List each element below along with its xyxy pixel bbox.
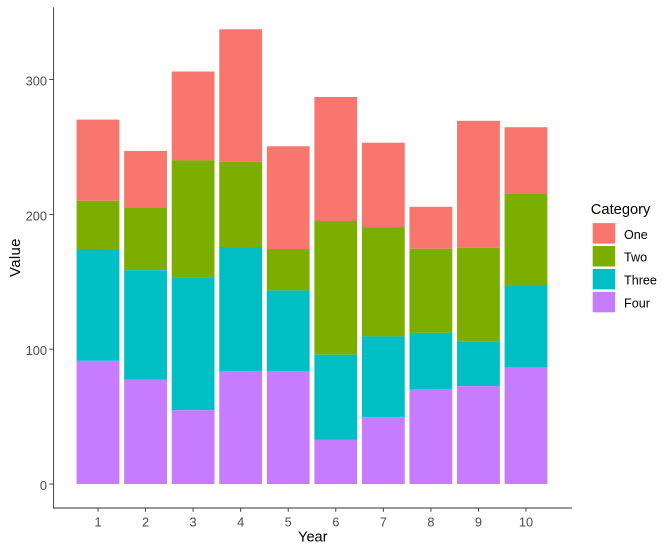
svg-text:10: 10: [519, 514, 533, 529]
svg-text:300: 300: [26, 73, 47, 88]
svg-text:8: 8: [427, 514, 434, 529]
svg-text:Value: Value: [7, 238, 24, 277]
svg-text:0: 0: [40, 478, 47, 493]
svg-text:7: 7: [380, 514, 387, 529]
svg-text:3: 3: [190, 514, 197, 529]
svg-text:200: 200: [26, 208, 47, 223]
svg-text:100: 100: [26, 343, 47, 358]
svg-text:Two: Two: [624, 251, 647, 265]
svg-text:9: 9: [475, 514, 482, 529]
svg-text:One: One: [624, 228, 648, 242]
svg-text:1: 1: [94, 514, 101, 529]
svg-text:5: 5: [285, 514, 292, 529]
svg-text:Year: Year: [298, 530, 328, 546]
svg-text:Three: Three: [624, 274, 657, 288]
svg-text:Four: Four: [624, 297, 650, 311]
svg-text:2: 2: [142, 514, 149, 529]
svg-text:6: 6: [332, 514, 339, 529]
svg-text:Category: Category: [591, 202, 651, 218]
svg-text:4: 4: [237, 514, 244, 529]
